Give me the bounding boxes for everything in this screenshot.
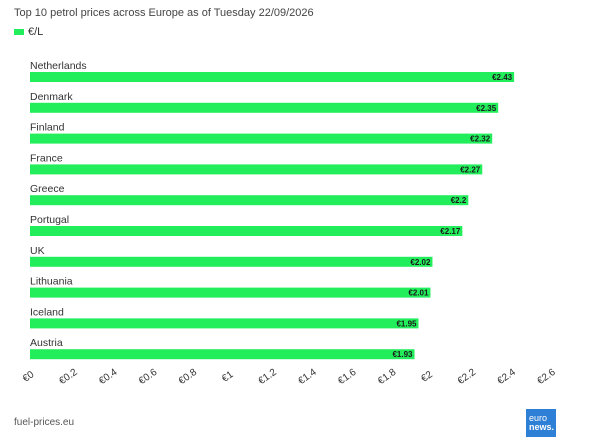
category-label: Greece bbox=[30, 183, 65, 195]
source-label: fuel-prices.eu bbox=[14, 417, 75, 428]
chart-title: Top 10 petrol prices across Europe as of… bbox=[14, 7, 314, 19]
x-tick-label: €0.4 bbox=[97, 367, 120, 387]
bar bbox=[30, 72, 515, 82]
x-tick-label: €0.2 bbox=[57, 367, 80, 387]
category-label: Lithuania bbox=[30, 276, 73, 288]
bar bbox=[30, 349, 415, 360]
x-tick-label: €2.2 bbox=[456, 367, 479, 387]
data-label: €1.93 bbox=[392, 350, 413, 359]
x-tick-label: €2.6 bbox=[535, 367, 558, 387]
category-label: France bbox=[30, 152, 63, 164]
x-tick-label: €0.6 bbox=[137, 367, 160, 387]
x-tick-label: €0.8 bbox=[177, 367, 200, 387]
x-tick-label: €2 bbox=[419, 369, 435, 385]
bar bbox=[30, 256, 433, 267]
bar bbox=[30, 287, 431, 298]
data-label: €2.02 bbox=[410, 258, 431, 267]
logo-line-2: news. bbox=[529, 422, 555, 432]
legend: €/L bbox=[14, 26, 43, 38]
bar bbox=[30, 195, 469, 206]
data-label: €2.32 bbox=[470, 135, 491, 144]
data-label: €2.2 bbox=[451, 196, 467, 205]
category-label: Finland bbox=[30, 122, 65, 134]
x-tick-label: €1 bbox=[220, 369, 236, 385]
category-label: Iceland bbox=[30, 306, 64, 318]
x-tick-label: €1.8 bbox=[376, 367, 399, 387]
category-label: Netherlands bbox=[30, 60, 87, 72]
data-label: €2.27 bbox=[460, 165, 481, 174]
bar bbox=[30, 318, 419, 329]
data-label: €2.17 bbox=[440, 227, 461, 236]
data-label: €2.01 bbox=[408, 289, 429, 298]
bar bbox=[30, 102, 499, 113]
x-tick-label: €1.6 bbox=[336, 367, 359, 387]
bar bbox=[30, 226, 463, 236]
x-tick-label: €1.4 bbox=[296, 367, 319, 387]
data-label: €1.95 bbox=[396, 319, 417, 328]
bar bbox=[30, 164, 483, 175]
x-tick-label: €0 bbox=[21, 369, 37, 385]
x-tick-label: €2.4 bbox=[496, 367, 519, 387]
logo-line-1: euro bbox=[529, 413, 548, 423]
category-label: UK bbox=[30, 245, 45, 257]
euronews-logo: euro news. bbox=[526, 409, 556, 437]
x-tick-label: €1.2 bbox=[257, 367, 280, 387]
legend-label: €/L bbox=[28, 26, 44, 38]
bar bbox=[30, 133, 493, 144]
legend-swatch bbox=[14, 29, 24, 35]
data-label: €2.35 bbox=[476, 104, 497, 113]
category-label: Denmark bbox=[30, 91, 73, 103]
category-label: Austria bbox=[30, 337, 63, 349]
data-label: €2.43 bbox=[492, 73, 513, 82]
category-label: Portugal bbox=[30, 214, 69, 226]
